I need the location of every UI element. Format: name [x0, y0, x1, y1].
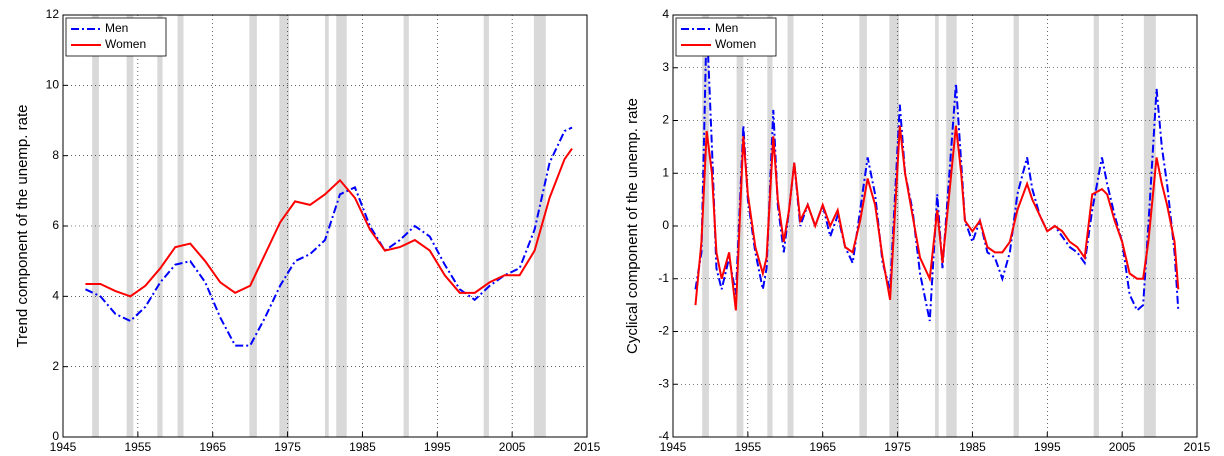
recession-band	[336, 15, 347, 437]
legend-box	[675, 17, 777, 57]
panel: -4 -3 -2 -1 0 1 2 3 4 1945 1955 1965 1975 1985 1995 200…	[624, 7, 1211, 454]
x-tick-label: 2005	[499, 440, 526, 454]
x-tick-label: 1945	[50, 440, 77, 454]
series-line	[85, 126, 573, 347]
series-line	[694, 20, 1180, 322]
y-tick-label: -3	[658, 376, 669, 390]
y-tick-label: 4	[52, 289, 59, 303]
recession-band	[935, 15, 939, 437]
x-tick-label: 2005	[1109, 440, 1136, 454]
y-tick-label: 12	[46, 7, 60, 21]
legend-box	[65, 17, 167, 57]
y-tick-label: 2	[52, 359, 59, 373]
series-line	[694, 125, 1180, 311]
x-tick-label: 1955	[125, 440, 152, 454]
y-tick-label: 4	[662, 7, 669, 21]
legend-label: Men	[715, 21, 738, 35]
y-tick-label: -1	[658, 271, 669, 285]
series-line	[85, 148, 573, 298]
x-tick-label: 1985	[959, 440, 986, 454]
y-tick-label: 0	[662, 218, 669, 232]
y-tick-label: -4	[658, 429, 669, 443]
y-tick-label: 1	[662, 165, 669, 179]
x-tick-label: 1965	[809, 440, 836, 454]
recession-band	[126, 15, 134, 437]
x-tick-label: 1985	[349, 440, 376, 454]
recession-band	[1093, 15, 1099, 437]
x-tick-label: 1975	[884, 440, 911, 454]
x-tick-label: 1945	[660, 440, 687, 454]
recession-band	[177, 15, 184, 437]
x-tick-label: 1955	[735, 440, 762, 454]
x-tick-label: 2015	[574, 440, 601, 454]
recession-band	[279, 15, 290, 437]
y-tick-label: 2	[662, 113, 669, 127]
y-tick-label: 10	[46, 78, 60, 92]
recession-band	[787, 15, 794, 437]
recession-band	[946, 15, 957, 437]
legend: Men Women	[675, 17, 777, 57]
y-tick-label: 3	[662, 60, 669, 74]
recession-band	[859, 15, 867, 437]
axes-frame	[672, 14, 1198, 438]
y-tick-label: 6	[52, 218, 59, 232]
panel: 0 2 4 6 8 10 12 1945 1955 1965 1975 1985 1995 2005 201…	[14, 7, 601, 454]
legend-label: Women	[715, 37, 756, 51]
recession-band	[1013, 15, 1019, 437]
x-tick-label: 1995	[1034, 440, 1061, 454]
recession-band	[325, 15, 329, 437]
legend-label: Women	[105, 37, 146, 51]
x-tick-label: 1995	[424, 440, 451, 454]
x-tick-label: 2015	[1184, 440, 1211, 454]
axes-frame	[62, 14, 588, 438]
recession-band	[483, 15, 489, 437]
y-axis-label: Trend component of the unemp. rate	[14, 105, 31, 348]
recession-band	[249, 15, 257, 437]
x-tick-label: 1975	[274, 440, 301, 454]
y-tick-label: 0	[52, 429, 59, 443]
recession-band	[403, 15, 409, 437]
legend-label: Men	[105, 21, 128, 35]
x-tick-label: 1965	[199, 440, 226, 454]
y-axis-label: Cyclical component of the unemp. rate	[624, 98, 641, 354]
y-tick-label: 8	[52, 148, 59, 162]
legend: Men Women	[65, 17, 167, 57]
y-tick-label: -2	[658, 324, 669, 338]
